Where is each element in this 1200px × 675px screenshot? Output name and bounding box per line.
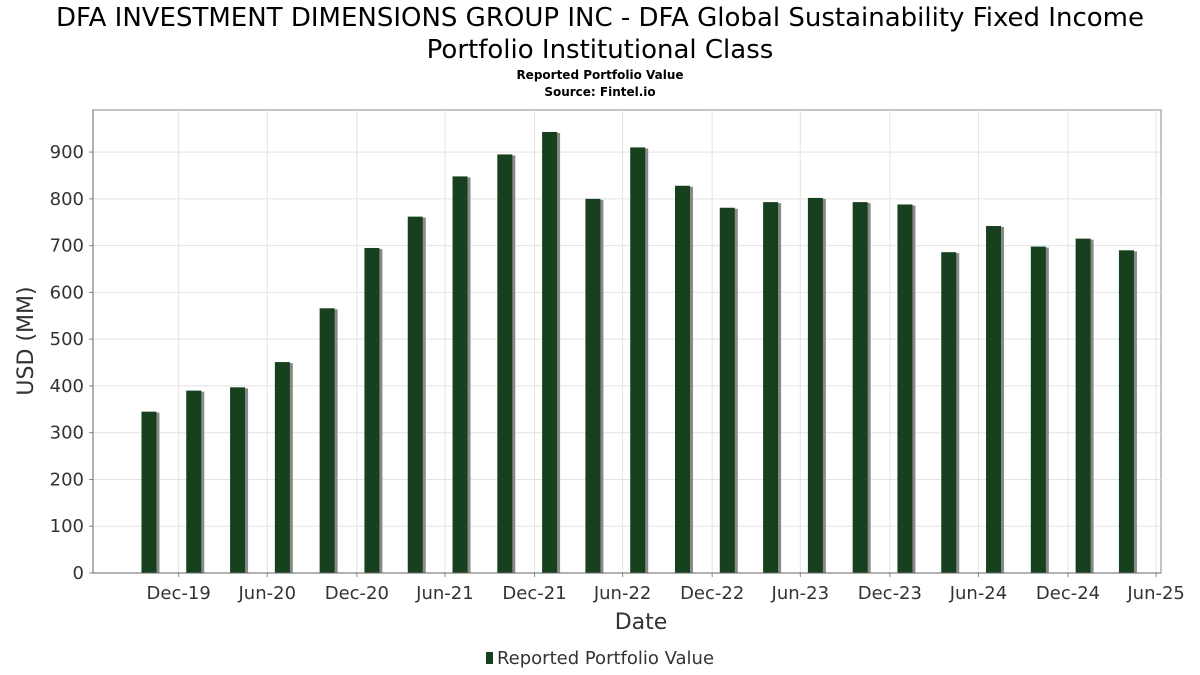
bar <box>807 197 823 574</box>
bar <box>941 252 957 573</box>
bar <box>1118 250 1134 573</box>
chart-title-line2: Portfolio Institutional Class <box>426 35 774 65</box>
x-tick-label: Jun-21 <box>415 583 474 604</box>
bars <box>141 131 1137 574</box>
y-tick-label: 600 <box>50 282 84 303</box>
y-tick-label: 400 <box>50 376 84 397</box>
legend: Reported Portfolio Value <box>0 648 1200 670</box>
y-tick-label: 0 <box>73 563 84 584</box>
bar <box>319 308 335 573</box>
y-tick-label: 700 <box>50 236 84 257</box>
bar <box>452 176 468 573</box>
bar <box>674 185 690 573</box>
x-tick-label: Dec-21 <box>502 583 566 604</box>
x-tick-label: Jun-24 <box>949 583 1008 604</box>
x-tick-label: Jun-20 <box>238 583 297 604</box>
chart-source: Source: Fintel.io <box>544 85 656 99</box>
bar <box>986 225 1002 574</box>
chart-subtitle: Reported Portfolio Value <box>516 68 684 82</box>
x-tick-label: Jun-22 <box>593 583 652 604</box>
bar <box>274 362 290 573</box>
bar <box>719 207 735 573</box>
x-tick-label: Dec-24 <box>1036 583 1100 604</box>
chart-title-line1: DFA INVESTMENT DIMENSIONS GROUP INC - DF… <box>56 3 1144 33</box>
legend-swatch <box>485 652 493 664</box>
bar <box>542 131 558 573</box>
x-tick-label: Dec-19 <box>147 583 211 604</box>
x-tick-label: Jun-25 <box>1126 583 1185 604</box>
bar <box>186 390 202 573</box>
bar <box>497 154 513 573</box>
bar <box>141 411 157 573</box>
y-tick-label: 300 <box>50 423 84 444</box>
y-tick-label: 200 <box>50 469 84 490</box>
y-tick-label: 500 <box>50 329 84 350</box>
bar <box>364 247 380 573</box>
bar <box>897 204 913 573</box>
bar <box>1030 246 1046 573</box>
bar <box>630 147 646 574</box>
bar <box>763 202 779 573</box>
bar <box>1075 238 1091 573</box>
legend-label: Reported Portfolio Value <box>496 648 715 669</box>
bar <box>852 202 868 573</box>
x-tick-label: Dec-20 <box>325 583 389 604</box>
x-tick-label: Dec-22 <box>680 583 744 604</box>
bar <box>230 387 246 573</box>
bar <box>407 216 423 573</box>
y-tick-label: 100 <box>50 516 84 537</box>
x-axis-title: Date <box>615 610 668 635</box>
y-tick-label: 900 <box>50 142 84 163</box>
y-axis-title: USD (MM) <box>14 286 39 395</box>
bar <box>585 198 601 573</box>
x-tick-label: Jun-23 <box>771 583 830 604</box>
y-tick-label: 800 <box>50 189 84 210</box>
grid <box>93 110 1161 573</box>
x-tick-label: Dec-23 <box>858 583 922 604</box>
axes: 0 100 200 300 400 500 600 700 800 900 Dec-19 Jun-20… <box>50 110 1185 604</box>
